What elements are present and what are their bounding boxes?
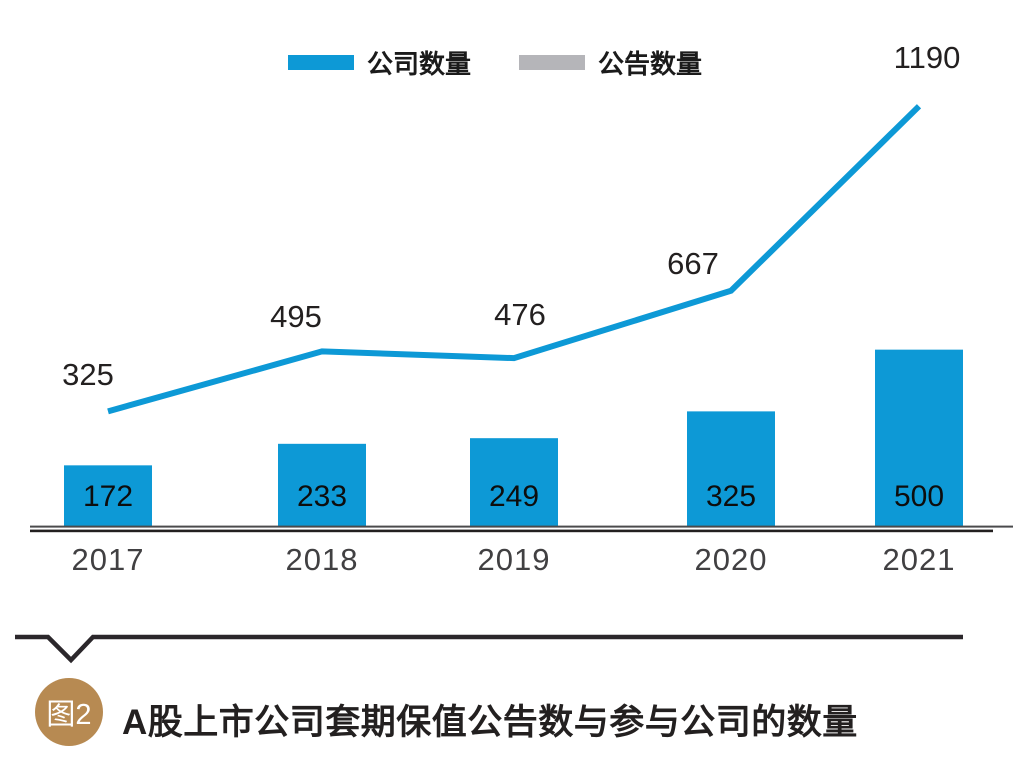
- bar-value-label: 500: [893, 480, 945, 513]
- x-axis: [30, 525, 1013, 533]
- figure-number-badge: 图2: [35, 678, 103, 746]
- bar-value-label: 249: [488, 480, 540, 513]
- legend-swatch-announcements: [519, 54, 586, 70]
- bar-2018: [278, 443, 366, 526]
- bar-value-label: 325: [705, 480, 757, 513]
- x-axis-label-2021: 2021: [882, 542, 956, 577]
- line-value-label: 495: [270, 299, 322, 335]
- figure-title: A股上市公司套期保值公告数与参与公司的数量: [122, 703, 858, 742]
- line-value-label: 667: [667, 245, 719, 281]
- legend-label-companies: 公司数量: [367, 48, 472, 79]
- legend-label-announcements: 公告数量: [598, 48, 703, 79]
- caption-divider-line: [15, 634, 963, 664]
- x-axis-label-2020: 2020: [694, 542, 768, 577]
- chart-legend: 公司数量 公告数量: [288, 46, 703, 79]
- legend-swatch-companies: [288, 54, 354, 70]
- x-axis-label-2018: 2018: [285, 542, 359, 577]
- bar-value-label: 233: [296, 480, 348, 513]
- bar-2021: [875, 349, 963, 526]
- line-value-label: 476: [494, 297, 546, 333]
- plot-layer: [64, 104, 963, 526]
- bar-value-label: 172: [82, 480, 134, 513]
- line-value-label: 1190: [893, 40, 961, 76]
- bar-2019: [470, 438, 558, 526]
- x-axis-label-2019: 2019: [477, 542, 551, 577]
- announcements-line: [107, 104, 922, 415]
- line-value-label: 325: [62, 357, 114, 393]
- bar-2017: [64, 465, 152, 526]
- bar-2020: [687, 411, 775, 526]
- x-axis-label-2017: 2017: [71, 542, 145, 577]
